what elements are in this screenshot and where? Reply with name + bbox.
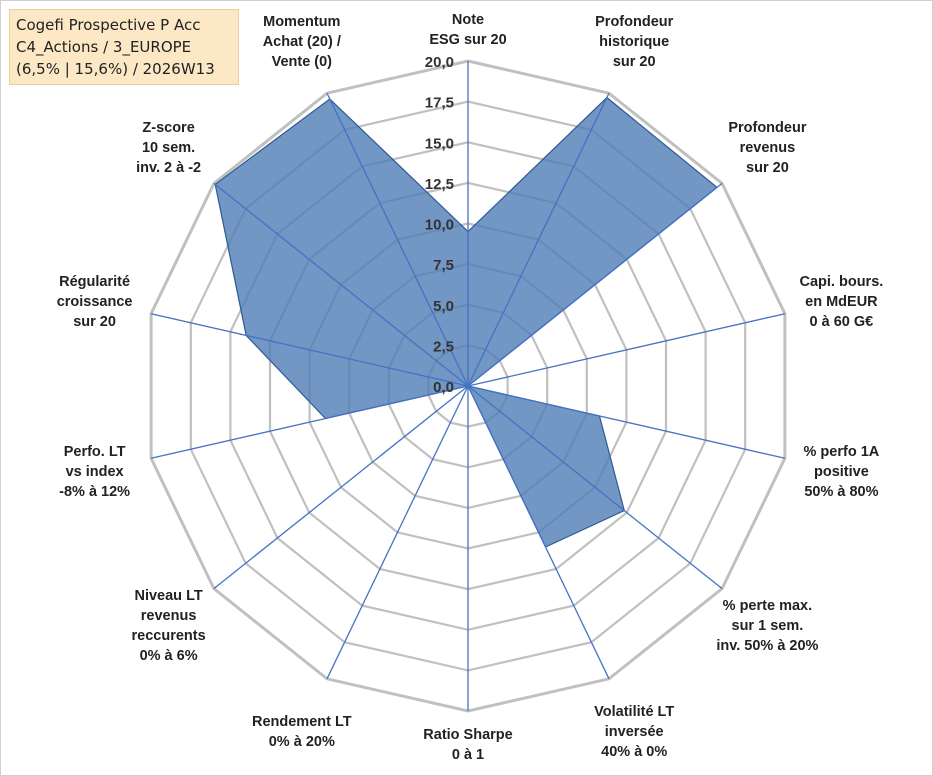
tick-label-8: 20,0 <box>425 54 454 71</box>
axis-label-10-line-0: Perfo. LT <box>64 444 126 460</box>
spoke-3 <box>467 313 786 387</box>
tick-label-4: 10,0 <box>425 217 454 234</box>
title-line-stats: (6,5% | 15,6%) / 2026W13 <box>16 60 215 78</box>
chart-title-box: Cogefi Prospective P Acc C4_Actions / 3_… <box>9 9 239 85</box>
axis-label-9-line-2: reccurents <box>132 628 206 644</box>
axis-label-2: Profondeur revenus sur 20 <box>728 120 806 176</box>
axis-label-4-line-0: % perfo 1A <box>804 444 880 460</box>
axis-label-5: % perte max. sur 1 sem. inv. 50% à 20% <box>716 598 818 654</box>
axis-label-7-line-1: 0 à 1 <box>452 747 484 763</box>
axis-label-1-line-1: historique <box>599 34 669 50</box>
axis-label-11-line-0: Régularité <box>59 274 130 290</box>
radar-axis-labels: Note ESG sur 20 Profondeur historique sur 20… <box>57 12 884 763</box>
axis-label-8: Rendement LT 0% à 20% <box>252 714 352 750</box>
axis-label-12-line-1: 10 sem. <box>142 140 195 156</box>
axis-label-8-line-1: 0% à 20% <box>269 734 335 750</box>
radar-spokes <box>150 61 786 711</box>
axis-label-9-line-1: revenus <box>141 608 197 624</box>
axis-label-4: % perfo 1A positive 50% à 80% <box>804 444 880 500</box>
axis-label-3-line-2: 0 à 60 G€ <box>810 314 874 330</box>
axis-label-6-line-2: 40% à 0% <box>601 744 667 760</box>
axis-label-4-line-1: positive <box>814 464 869 480</box>
axis-label-8-line-0: Rendement LT <box>252 714 352 730</box>
axis-label-13-line-1: Achat (20) / <box>263 34 341 50</box>
axis-label-11-line-2: sur 20 <box>73 314 116 330</box>
tick-label-0: 0,0 <box>433 379 454 396</box>
tick-label-2: 5,0 <box>433 298 454 315</box>
axis-label-5-line-0: % perte max. <box>723 598 812 614</box>
axis-label-13-line-2: Vente (0) <box>272 54 333 70</box>
axis-label-5-line-1: sur 1 sem. <box>732 618 804 634</box>
axis-label-3-line-1: en MdEUR <box>805 294 878 310</box>
spoke-8 <box>326 385 469 680</box>
axis-label-2-line-0: Profondeur <box>728 120 806 136</box>
axis-label-6-line-1: inversée <box>605 724 664 740</box>
spoke-12 <box>213 182 469 387</box>
tick-label-7: 17,5 <box>425 95 454 112</box>
spoke-10 <box>150 385 469 459</box>
axis-label-9-line-3: 0% à 6% <box>140 648 198 664</box>
tick-label-1: 2,5 <box>433 338 454 355</box>
title-line-category: C4_Actions / 3_EUROPE <box>16 38 192 56</box>
tick-label-5: 12,5 <box>425 176 454 193</box>
axis-label-9: Niveau LT revenus reccurents 0% à 6% <box>132 588 206 664</box>
spoke-4 <box>467 385 786 459</box>
axis-label-0-line-1: ESG sur 20 <box>429 32 506 48</box>
axis-label-10-line-1: vs index <box>66 464 124 480</box>
axis-label-7: Ratio Sharpe 0 à 1 <box>423 727 512 763</box>
spoke-9 <box>213 385 469 590</box>
spoke-1 <box>467 92 610 387</box>
axis-label-13-line-0: Momentum <box>263 14 340 30</box>
axis-label-12-line-0: Z-score <box>142 120 194 136</box>
axis-label-2-line-1: revenus <box>740 140 796 156</box>
title-line-fund: Cogefi Prospective P Acc <box>16 16 201 34</box>
axis-label-10: Perfo. LT vs index -8% à 12% <box>59 444 130 500</box>
axis-label-3-line-0: Capi. bours. <box>800 274 884 290</box>
axis-label-12-line-2: inv. 2 à -2 <box>136 160 201 176</box>
spoke-2 <box>467 182 723 387</box>
axis-label-1: Profondeur historique sur 20 <box>595 14 673 70</box>
axis-label-0: Note ESG sur 20 <box>429 12 506 48</box>
axis-label-9-line-0: Niveau LT <box>134 588 202 604</box>
axis-label-6-line-0: Volatilité LT <box>594 704 674 720</box>
axis-label-10-line-2: -8% à 12% <box>59 484 130 500</box>
axis-label-12: Z-score 10 sem. inv. 2 à -2 <box>136 120 201 176</box>
axis-label-3: Capi. bours. en MdEUR 0 à 60 G€ <box>800 274 884 330</box>
radar-tick-labels: 0,0 2,5 5,0 7,5 10,0 12,5 15,0 17,5 20,0 <box>425 54 454 396</box>
axis-label-1-line-0: Profondeur <box>595 14 673 30</box>
axis-label-13: Momentum Achat (20) / Vente (0) <box>263 14 341 70</box>
spoke-11 <box>150 313 469 387</box>
tick-label-6: 15,0 <box>425 135 454 152</box>
axis-label-0-line-0: Note <box>452 12 484 28</box>
axis-label-5-line-2: inv. 50% à 20% <box>716 638 818 654</box>
axis-label-6: Volatilité LT inversée 40% à 0% <box>594 704 674 760</box>
spoke-5 <box>467 385 723 590</box>
axis-label-11-line-1: croissance <box>57 294 133 310</box>
tick-label-3: 7,5 <box>433 257 454 274</box>
axis-label-1-line-2: sur 20 <box>613 54 656 70</box>
axis-label-2-line-2: sur 20 <box>746 160 789 176</box>
spoke-13 <box>326 92 469 387</box>
spoke-6 <box>467 385 610 680</box>
axis-label-11: Régularité croissance sur 20 <box>57 274 133 330</box>
axis-label-7-line-0: Ratio Sharpe <box>423 727 512 743</box>
axis-label-4-line-2: 50% à 80% <box>804 484 878 500</box>
